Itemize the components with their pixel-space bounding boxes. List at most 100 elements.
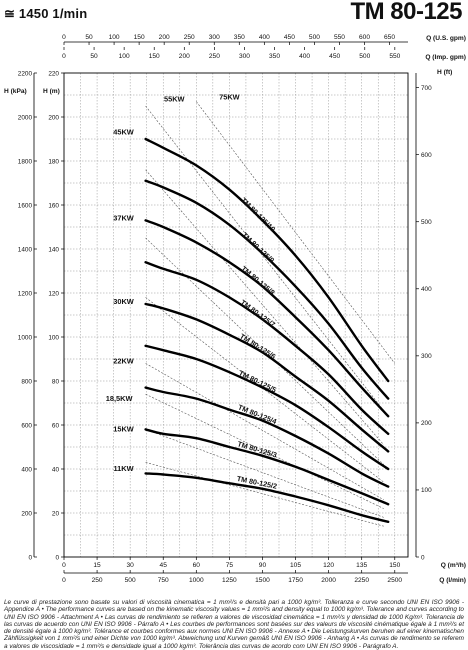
tick-label-imp-gpm: 350 [269,53,280,60]
tick-label-m3h: 120 [323,562,334,569]
series-label: TM 80-125/9 [240,230,276,264]
tick-label-us-gpm: 250 [184,34,195,41]
axis-title-us-gpm: Q (U.S. gpm) [426,35,466,42]
axes: 0 50 100 150 200 250 300 350 400 450 500 550 600 650 Q… [4,34,466,584]
pump-curve [144,137,390,383]
tick-label-lmin: 250 [92,577,103,584]
axis-title-m: H (m) [43,88,60,95]
series-label: TM 80-125/10 [239,196,277,234]
tick-label-kpa: 400 [21,466,32,473]
tick-label-lmin: 2250 [354,577,369,584]
tick-label-ft: 100 [421,487,432,494]
tick-label-m3h: 60 [193,562,201,569]
tick-label-ft: 300 [421,353,432,360]
tick-label-m: 80 [52,378,60,385]
pump-curve [144,428,390,506]
tick-label-us-gpm: 0 [62,34,66,41]
tick-label-us-gpm: 600 [359,34,370,41]
tick-label-lmin: 1750 [288,577,303,584]
tick-label-us-gpm: 100 [109,34,120,41]
tick-label-m3h: 150 [389,562,400,569]
tick-label-m3h: 15 [93,562,101,569]
tick-label-ft: 700 [421,85,432,92]
tick-label-m3h: 90 [259,562,267,569]
tick-label-m3h: 135 [356,562,367,569]
tick-label-lmin: 0 [62,577,66,584]
tick-label-imp-gpm: 300 [239,53,250,60]
tick-label-imp-gpm: 200 [179,53,190,60]
tick-label-kpa: 1400 [18,246,33,253]
tick-label-kpa: 0 [28,554,32,561]
motor-power-label: 45KW [113,128,134,137]
tick-label-us-gpm: 450 [284,34,295,41]
tick-label-us-gpm: 50 [85,34,93,41]
power-limit-line [145,429,384,518]
tick-label-m: 120 [48,290,59,297]
pump-curve [144,179,390,400]
series-label: TM 80-125/8 [240,264,277,297]
axis-title-ft: H (ft) [437,69,452,76]
tick-label-m: 60 [52,422,60,429]
power-limit-line [196,101,396,364]
axis-title-m3h: Q (m³/h) [441,562,466,569]
motor-power-label: 30KW [113,297,134,306]
tick-label-ft: 600 [421,152,432,159]
tick-label-us-gpm: 150 [134,34,145,41]
tick-label-imp-gpm: 150 [149,53,160,60]
tick-label-lmin: 2000 [321,577,336,584]
pump-curve [144,219,390,418]
tick-label-ft: 400 [421,286,432,293]
tick-label-m: 220 [48,70,59,77]
motor-power-label: 22KW [113,356,134,365]
tick-label-m: 180 [48,158,59,165]
motor-power-label: 18,5KW [106,394,133,403]
tick-label-m3h: 0 [62,562,66,569]
tick-label-imp-gpm: 50 [90,53,98,60]
speed-label: ≅ 1450 1/min [4,6,88,21]
tick-label-us-gpm: 500 [309,34,320,41]
tick-label-imp-gpm: 550 [389,53,400,60]
tick-label-kpa: 2200 [18,70,33,77]
tick-label-m: 140 [48,246,59,253]
tick-label-kpa: 1800 [18,158,33,165]
pump-curve [144,302,390,453]
tick-label-imp-gpm: 250 [209,53,220,60]
tick-label-lmin: 2500 [387,577,402,584]
tick-label-us-gpm: 200 [159,34,170,41]
tick-label-us-gpm: 300 [209,34,220,41]
performance-curves [144,137,390,523]
series-label: TM 80-125/7 [239,298,277,329]
model-title: TM 80-125 [350,0,462,25]
power-limit-line [145,169,384,445]
motor-power-label: 37KW [113,213,134,222]
tick-label-lmin: 750 [158,577,169,584]
tick-label-kpa: 1000 [18,334,33,341]
power-limit-line [145,462,384,527]
power-limit-line [145,105,389,417]
pump-curve-chart: 0 50 100 150 200 250 300 350 400 450 500 550 600 650 Q… [4,34,466,584]
tick-label-m: 0 [55,554,59,561]
tick-label-ft: 200 [421,420,432,427]
tick-label-us-gpm: 650 [384,34,395,41]
grid [63,72,409,558]
series-label: TM 80-125/5 [237,368,277,394]
tick-label-m: 200 [48,114,59,121]
tick-label-imp-gpm: 0 [62,53,66,60]
series-label: TM 80-125/6 [238,332,277,361]
tick-label-m3h: 30 [126,562,134,569]
tick-label-m3h: 75 [226,562,234,569]
tick-label-m: 20 [52,510,60,517]
tick-label-us-gpm: 550 [334,34,345,41]
footnote: Le curve di prestazione sono basate su v… [4,599,464,650]
pump-curve [144,386,390,488]
axis-title-kpa: H (kPa) [4,88,27,95]
tick-label-ft: 0 [421,554,425,561]
tick-label-kpa: 600 [21,422,32,429]
pump-curve [144,261,390,435]
plot-frame [63,72,409,558]
tick-label-kpa: 200 [21,510,32,517]
motor-power-label: 11KW [113,464,133,473]
tick-label-kpa: 1600 [18,202,33,209]
pump-curve [144,472,390,523]
